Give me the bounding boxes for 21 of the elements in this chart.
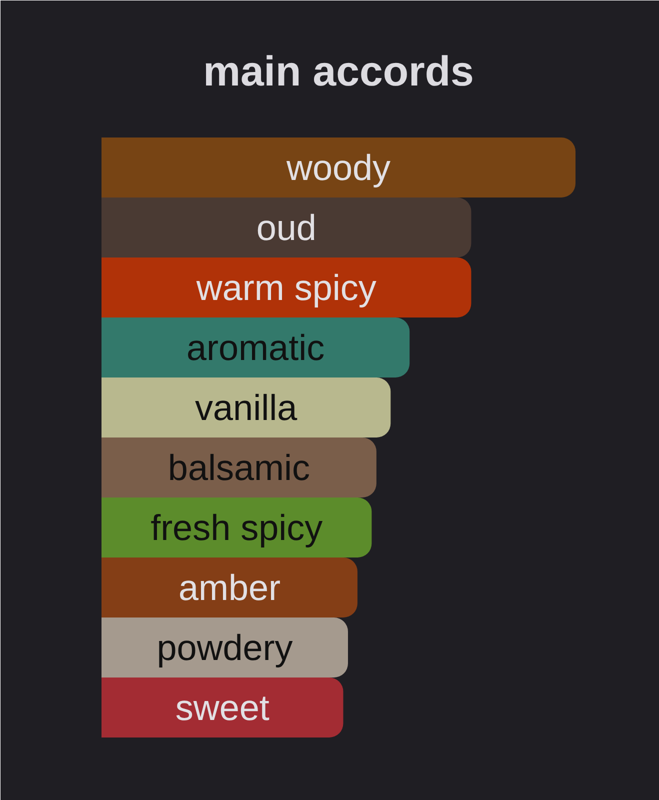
bar — [102, 678, 344, 738]
bar — [102, 138, 576, 198]
y-tick-label: powdery — [156, 627, 293, 668]
bar — [102, 258, 472, 318]
y-tick-label: fresh spicy — [150, 507, 323, 548]
y-tick-label: amber — [178, 567, 281, 608]
y-tick-label: sweet — [175, 687, 270, 728]
bar — [102, 558, 358, 618]
y-tick-label: woody — [285, 147, 391, 188]
bar — [102, 318, 410, 378]
y-tick-label: vanilla — [195, 387, 298, 428]
y-tick-label: oud — [256, 207, 316, 248]
y-tick-label: aromatic — [186, 327, 325, 368]
y-tick-label: warm spicy — [195, 267, 376, 308]
chart-title: main accords — [203, 48, 474, 94]
bar — [102, 498, 372, 558]
bar — [102, 438, 376, 498]
y-tick-label: balsamic — [168, 447, 310, 488]
bar — [102, 198, 472, 258]
bar — [102, 618, 348, 678]
bar — [102, 378, 391, 438]
